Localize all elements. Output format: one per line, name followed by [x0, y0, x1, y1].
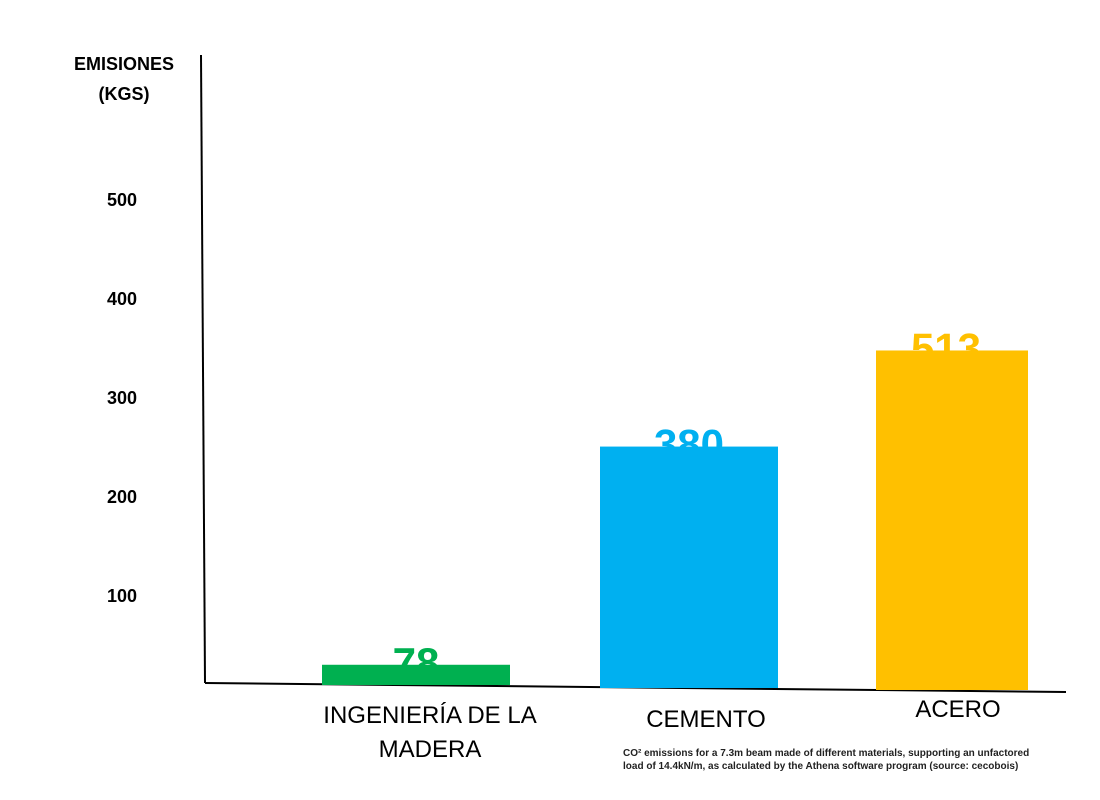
y-tick-label-500: 500	[107, 190, 137, 210]
y-axis-title-line-1: EMISIONES	[74, 54, 174, 74]
value-label-1: 380	[654, 421, 724, 468]
y-tick-label-400: 400	[107, 289, 137, 309]
value-labels-group: 78 380 513	[393, 324, 981, 685]
bars-group	[322, 350, 1028, 690]
footnote-line-1: CO² emissions for a 7.3m beam made of di…	[623, 748, 1029, 759]
y-axis-ticks: 100 200 300 400 500	[107, 190, 137, 606]
category-label-0-line-0: INGENIERÍA DE LA	[323, 702, 536, 729]
category-labels-group: INGENIERÍA DE LA MADERA CEMENTO ACERO	[323, 696, 1000, 763]
category-label-0-line-1: MADERA	[379, 736, 482, 763]
y-tick-label-300: 300	[107, 388, 137, 408]
value-label-0: 78	[393, 639, 440, 686]
value-label-2: 513	[911, 324, 981, 371]
category-label-1-line-0: CEMENTO	[646, 706, 766, 733]
y-tick-label-200: 200	[107, 487, 137, 507]
y-axis-title-line-2: (KGS)	[99, 84, 150, 104]
category-label-2-line-0: ACERO	[915, 696, 1000, 723]
bar-1	[600, 446, 778, 688]
footnote-line-2: load of 14.4kN/m, as calculated by the A…	[623, 761, 1018, 772]
y-axis-line	[200, 54, 206, 684]
y-tick-label-100: 100	[107, 586, 137, 606]
bar-0	[322, 664, 510, 685]
bar-2	[876, 350, 1028, 690]
